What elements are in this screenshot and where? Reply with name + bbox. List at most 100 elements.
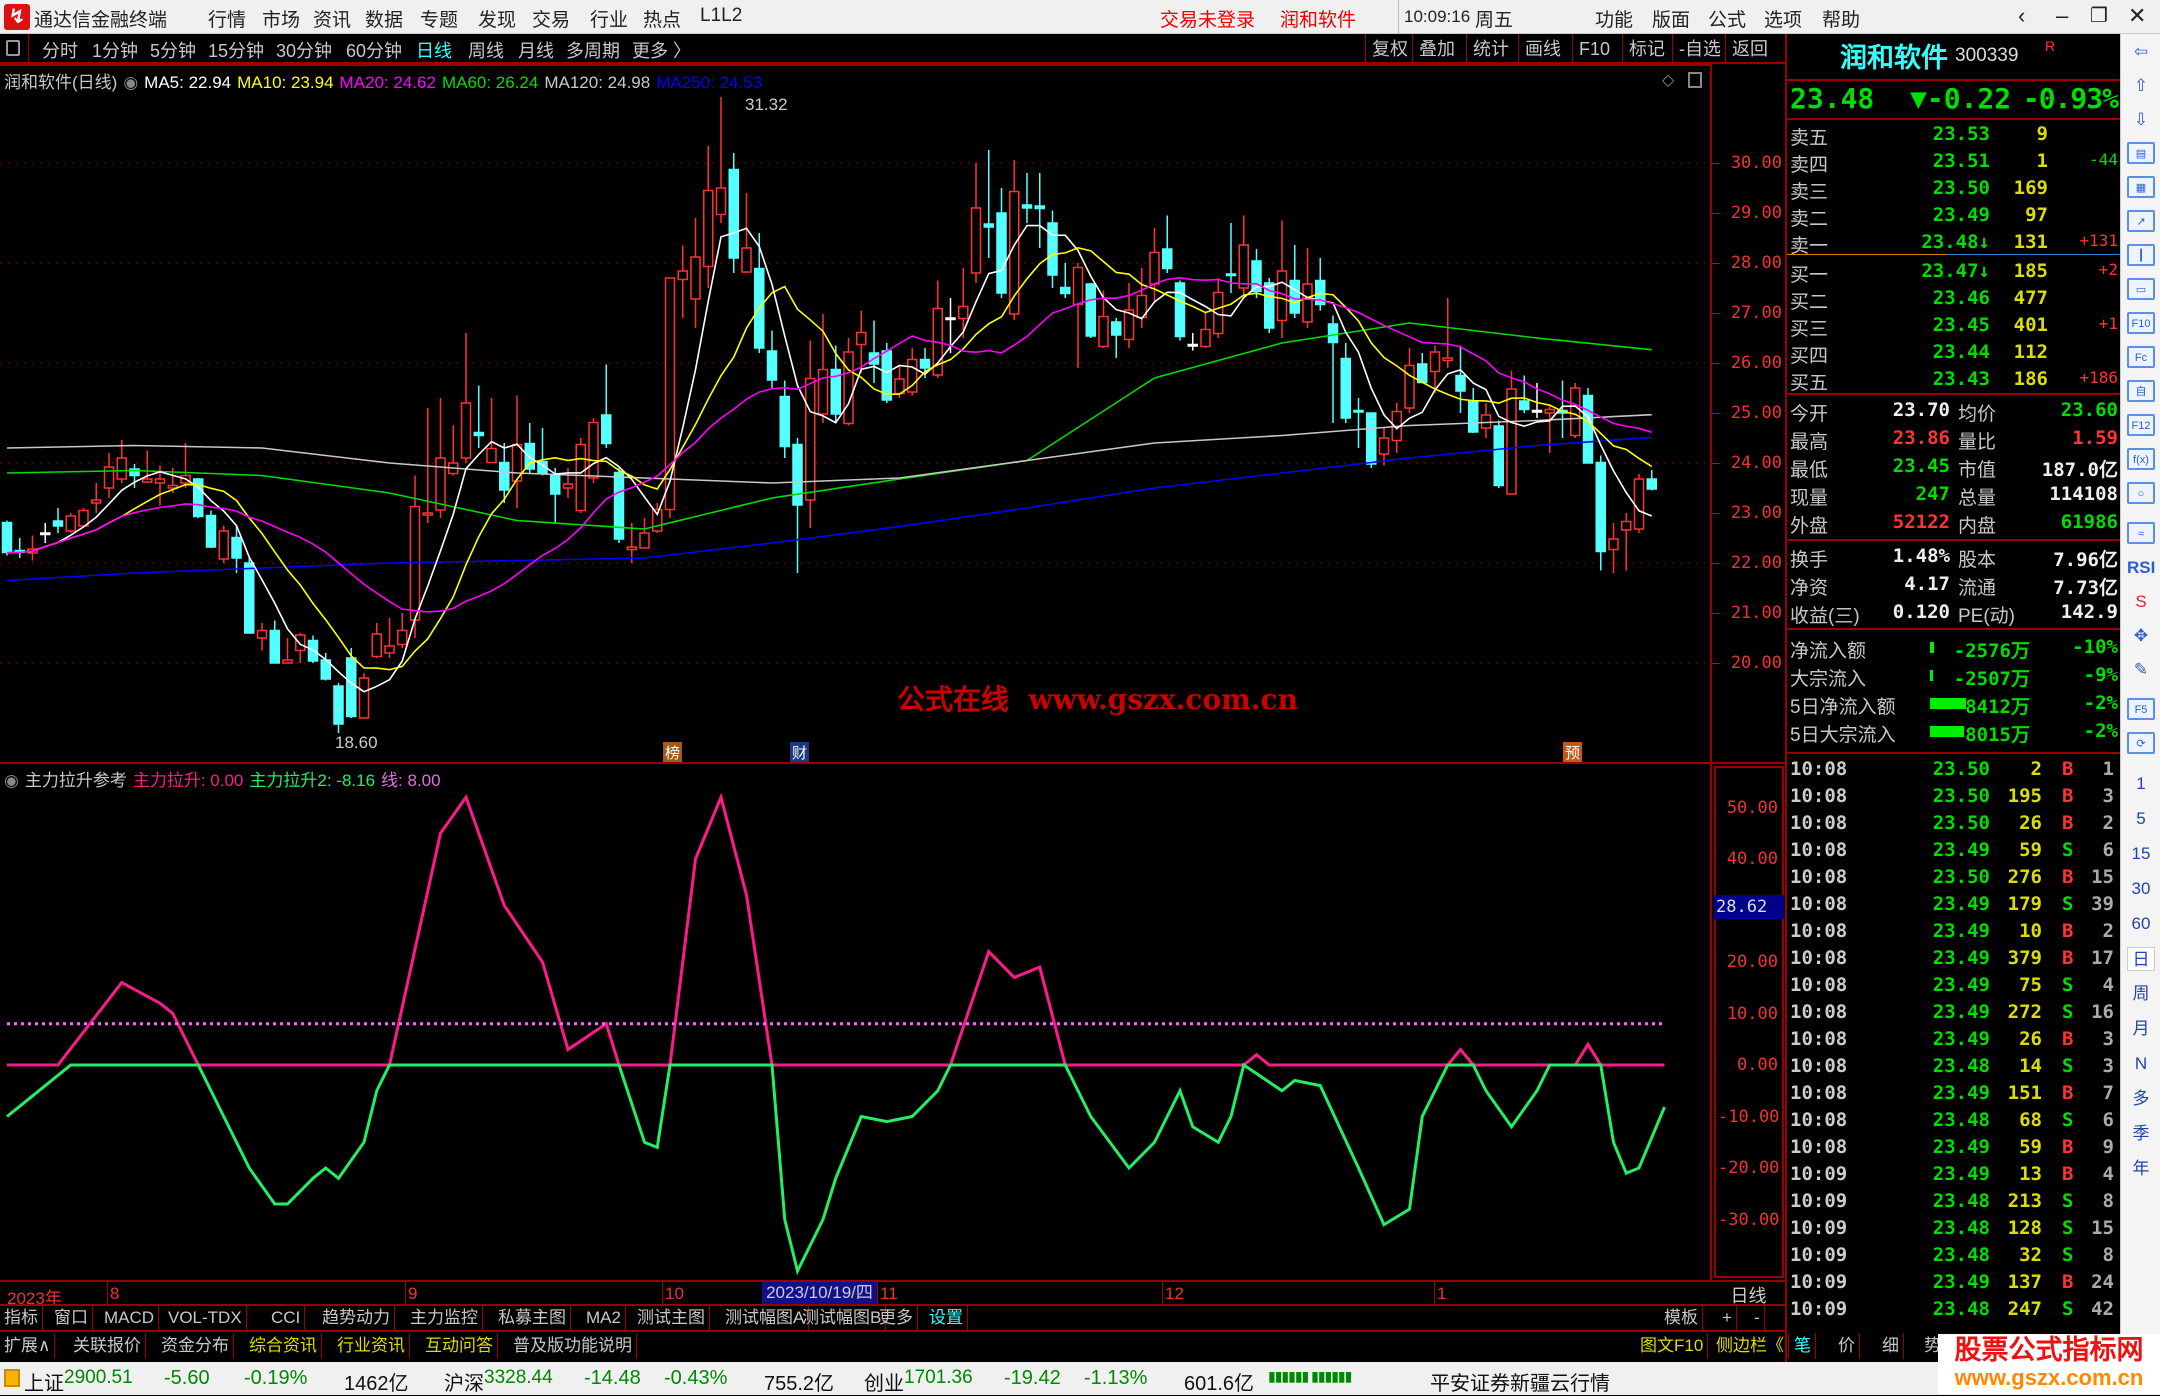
grid-icon[interactable]: ▦ (2127, 176, 2155, 198)
fx-icon[interactable]: f(x) (2127, 448, 2155, 470)
menu-6[interactable]: 交易 (532, 10, 571, 31)
indicator-tab-1[interactable]: 窗口 (50, 1305, 93, 1331)
wave-icon[interactable]: ≈ (2127, 522, 2155, 544)
F5-icon[interactable]: F5 (2127, 698, 2155, 720)
toolbar-btn-1[interactable]: 叠加 (1412, 34, 1461, 64)
period-tab-9[interactable]: 多周期 (566, 41, 620, 61)
menu-2[interactable]: 资讯 (313, 10, 352, 31)
side-tab-2[interactable]: 笔 (1790, 1333, 1816, 1359)
chevron-down-icon[interactable]: ◉ (123, 73, 139, 92)
indicator-tab-2[interactable]: MACD (100, 1305, 160, 1331)
menu-9[interactable]: L1L2 (700, 5, 743, 26)
period-tab-4[interactable]: 30分钟 (276, 41, 333, 61)
move-icon[interactable]: ✥ (2133, 626, 2149, 645)
ext-tab-3[interactable]: 综合资讯 (245, 1333, 322, 1359)
sidebar-period-9[interactable]: 多 (2132, 1089, 2150, 1108)
right-menu-0[interactable]: 功能 (1595, 10, 1634, 31)
refresh-icon[interactable]: ⟳ (2127, 732, 2155, 754)
indicator-tab-0[interactable]: 指标 (0, 1305, 43, 1331)
line-chart-icon[interactable]: ↗ (2127, 210, 2155, 232)
indicator-tab-5[interactable]: 趋势动力 (318, 1305, 395, 1331)
sidebar-period-10[interactable]: 季 (2132, 1124, 2150, 1143)
period-tab-7[interactable]: 周线 (468, 41, 504, 61)
pencil-icon[interactable]: ✎ (2133, 660, 2149, 679)
ext-tab-0[interactable]: 扩展∧ (0, 1333, 56, 1359)
period-tab-3[interactable]: 15分钟 (208, 41, 265, 61)
report-icon[interactable]: ▤ (2127, 142, 2155, 164)
candlestick-chart[interactable] (0, 66, 1710, 762)
sidebar-period-5[interactable]: 日 (2127, 947, 2155, 971)
RSI-icon[interactable]: RSI (2127, 558, 2156, 577)
indicator-tab-7[interactable]: 私募主图 (494, 1305, 571, 1331)
menu-8[interactable]: 热点 (643, 10, 682, 31)
list-icon[interactable]: ▭ (2127, 278, 2155, 300)
indicator-tab-9[interactable]: 测试主图 (633, 1305, 710, 1331)
period-tab-6[interactable]: 日线 (416, 41, 452, 61)
sidebar-period-8[interactable]: N (2134, 1054, 2148, 1073)
status-icon[interactable] (4, 1369, 20, 1387)
indicator-tab-3[interactable]: VOL-TDX (164, 1305, 247, 1331)
index-name[interactable]: 上证 (24, 1373, 64, 1395)
toolbar-btn-2[interactable]: 统计 (1466, 34, 1515, 64)
F12-icon[interactable]: F12 (2127, 414, 2155, 436)
sidebar-period-0[interactable]: 1 (2136, 774, 2146, 793)
template-btn-1[interactable]: + (1718, 1305, 1737, 1331)
ext-tab-5[interactable]: 互动问答 (421, 1333, 498, 1359)
right-menu-3[interactable]: 选项 (1764, 10, 1803, 31)
menu-0[interactable]: 行情 (208, 10, 247, 31)
ext-tab-1[interactable]: 关联报价 (69, 1333, 146, 1359)
diamond-icon[interactable]: ◇ (1662, 72, 1675, 89)
period-tab-1[interactable]: 1分钟 (92, 41, 139, 61)
chevron-down-icon[interactable]: ◉ (4, 771, 19, 790)
arrow-down-icon[interactable]: ⇩ (2133, 110, 2149, 129)
right-menu-1[interactable]: 版面 (1652, 10, 1691, 31)
period-tab-8[interactable]: 月线 (518, 41, 554, 61)
minimize-icon[interactable]: – (2056, 3, 2069, 28)
right-menu-4[interactable]: 帮助 (1822, 10, 1861, 31)
side-tab-1[interactable]: 侧边栏《 (1712, 1333, 1789, 1359)
marker-finance[interactable]: 财 (790, 742, 810, 763)
toolbar-btn-4[interactable]: F10 (1572, 34, 1616, 64)
indicator-tab-10[interactable]: 测试幅图A (721, 1305, 810, 1331)
template-btn-0[interactable]: 模板 (1660, 1305, 1703, 1331)
ext-tab-4[interactable]: 行业资讯 (333, 1333, 410, 1359)
side-tab-4[interactable]: 细 (1878, 1333, 1904, 1359)
S-icon[interactable]: S (2135, 592, 2147, 611)
indicator-tab-11[interactable]: 测试幅图B (798, 1305, 887, 1331)
toolbar-btn-7[interactable]: 返回 (1725, 34, 1774, 64)
arrow-left-icon[interactable]: ⇦ (2133, 42, 2149, 61)
menu-1[interactable]: 市场 (262, 10, 301, 31)
sidebar-period-6[interactable]: 周 (2132, 984, 2150, 1003)
indicator-tab-13[interactable]: 设置 (925, 1305, 968, 1331)
indicator-tab-8[interactable]: MA2 (582, 1305, 626, 1331)
indicator-tab-6[interactable]: 主力监控 (406, 1305, 483, 1331)
candles-icon[interactable]: ┃ (2127, 244, 2155, 266)
menu-5[interactable]: 发现 (478, 10, 517, 31)
restore-icon[interactable]: ❐ (2090, 5, 2108, 27)
expand-icon[interactable] (1688, 72, 1702, 88)
sidebar-period-3[interactable]: 30 (2131, 879, 2151, 898)
sidebar-period-2[interactable]: 15 (2131, 844, 2151, 863)
side-tab-3[interactable]: 价 (1834, 1333, 1860, 1359)
close-icon[interactable]: ✕ (2128, 3, 2147, 28)
F10-icon[interactable]: F10 (2127, 312, 2155, 334)
template-btn-2[interactable]: - (1750, 1305, 1765, 1331)
period-tab-5[interactable]: 60分钟 (346, 41, 403, 61)
period-tab-2[interactable]: 5分钟 (150, 41, 197, 61)
panel-toggle-icon[interactable] (6, 40, 20, 56)
menu-7[interactable]: 行业 (590, 10, 629, 31)
period-tab-10[interactable]: 更多 〉 (632, 41, 692, 61)
login-status[interactable]: 交易未登录 (1160, 10, 1256, 31)
indicator-chart[interactable] (0, 764, 1710, 1280)
self-icon[interactable]: 自 (2127, 380, 2155, 402)
F12-a-icon[interactable]: Fc (2127, 346, 2155, 368)
arrow-up-icon[interactable]: ⇧ (2133, 76, 2149, 95)
ext-tab-2[interactable]: 资金分布 (157, 1333, 234, 1359)
index-name[interactable]: 创业 (864, 1373, 904, 1395)
sidebar-period-11[interactable]: 年 (2132, 1159, 2150, 1178)
sidebar-period-1[interactable]: 5 (2136, 809, 2146, 828)
indicator-tab-12[interactable]: 更多 (875, 1305, 918, 1331)
menu-3[interactable]: 数据 (365, 10, 404, 31)
menu-4[interactable]: 专题 (420, 10, 459, 31)
marker-rank[interactable]: 榜 (663, 742, 683, 763)
